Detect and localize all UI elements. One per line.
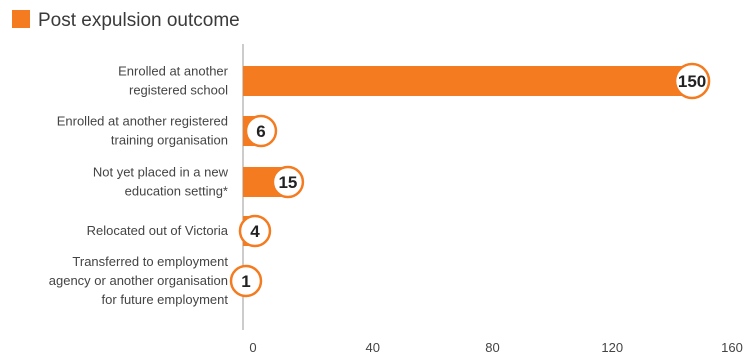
category-label: Relocated out of Victoria <box>87 223 229 238</box>
bar-group: 150 6 15 4 1 <box>229 62 711 298</box>
x-tick-label: 40 <box>366 340 380 355</box>
value-badge <box>244 114 278 148</box>
category-labels: Enrolled at another registered school Enro… <box>49 64 229 308</box>
category-label: Enrolled at another registered school <box>118 64 229 98</box>
value-label: 15 <box>278 173 297 192</box>
value-badge <box>271 165 305 199</box>
category-label: Enrolled at another registered training o… <box>57 114 228 148</box>
x-tick-label: 160 <box>721 340 743 355</box>
category-label: Transferred to employment agency or anoth… <box>49 254 229 307</box>
bar <box>243 66 693 96</box>
value-badge <box>229 264 263 298</box>
value-label: 6 <box>256 122 265 141</box>
x-tick-label: 0 <box>249 340 256 355</box>
value-badge <box>238 214 272 248</box>
x-tick-label: 120 <box>601 340 623 355</box>
x-tick-labels: 0 40 80 120 160 <box>249 340 742 355</box>
legend-swatch <box>12 10 30 28</box>
legend-label: Post expulsion outcome <box>38 10 240 31</box>
value-badge <box>673 62 711 100</box>
value-label: 150 <box>678 72 706 91</box>
x-tick-label: 80 <box>485 340 499 355</box>
value-label: 1 <box>241 272 250 291</box>
category-label: Not yet placed in a new education setting… <box>93 165 229 199</box>
value-label: 4 <box>250 222 260 241</box>
